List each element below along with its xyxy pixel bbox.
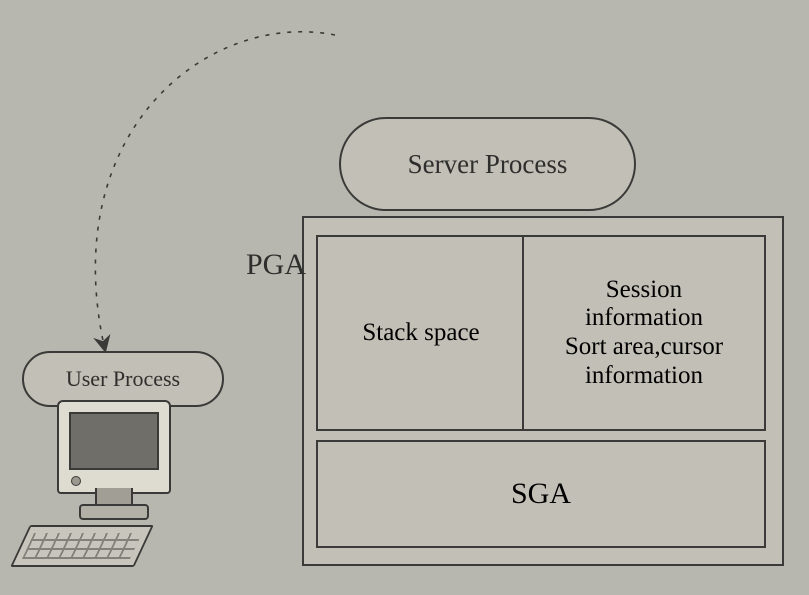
- session-info-box: Session information Sort area,cursor inf…: [522, 235, 766, 431]
- monitor-icon: [57, 400, 171, 494]
- monitor-button-icon: [71, 476, 81, 486]
- sga-box: SGA: [316, 440, 766, 548]
- stack-space-box: Stack space: [316, 235, 526, 431]
- diagram-stage: Stack space Session information Sort are…: [0, 0, 809, 595]
- pga-label: PGA: [216, 213, 306, 317]
- sga-label: SGA: [511, 477, 571, 512]
- user-process-node: User Process: [22, 351, 224, 407]
- monitor-base: [79, 504, 149, 520]
- server-process-label: Server Process: [408, 149, 568, 180]
- stack-space-label: Stack space: [362, 319, 479, 348]
- keyboard-icon: [10, 525, 154, 567]
- server-process-node: Server Process: [339, 117, 636, 211]
- user-process-label: User Process: [66, 366, 180, 392]
- session-info-text: Session information Sort area,cursor inf…: [565, 276, 723, 391]
- monitor-screen: [69, 412, 159, 470]
